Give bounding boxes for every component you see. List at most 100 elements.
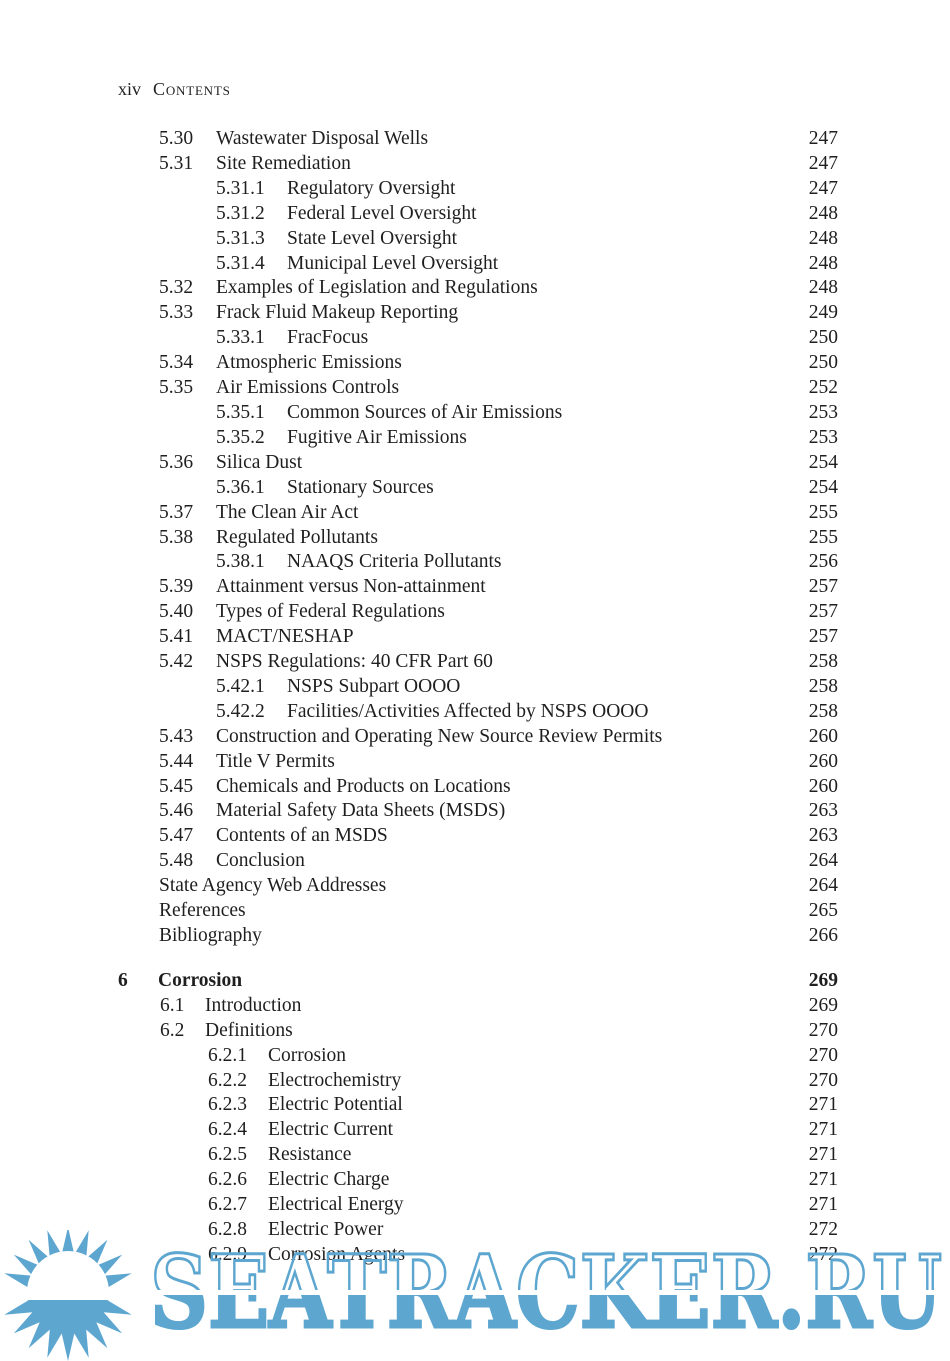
toc-entry-page: 257 — [808, 601, 838, 623]
toc-entry-title: Stationary Sources — [287, 476, 434, 498]
toc-entry-page: 255 — [808, 526, 838, 548]
toc-entry-number: 6.2.5 — [208, 1144, 247, 1166]
toc-entry-title: Attainment versus Non-attainment — [216, 576, 486, 598]
running-header-title: Contents — [153, 79, 231, 99]
toc-entry-number: 5.43 — [159, 725, 194, 747]
toc-entry-page: 271 — [808, 1194, 838, 1216]
toc-entry-title: Conclusion — [216, 850, 305, 872]
toc-row: 5.31.3 State Level Oversight 248 — [118, 227, 838, 252]
toc-entry-title: Federal Level Oversight — [287, 202, 477, 224]
toc-row: 5.46 Material Safety Data Sheets (MSDS) … — [118, 799, 838, 824]
toc-row: 5.34 Atmospheric Emissions 250 — [118, 351, 838, 376]
toc-row: 5.48 Conclusion 264 — [118, 849, 838, 874]
toc-entry-number: 5.31.2 — [216, 202, 265, 224]
toc-entry-page: 272 — [808, 1218, 838, 1240]
toc-entry-title: Introduction — [205, 994, 302, 1016]
toc-entry-page: 272 — [808, 1243, 838, 1265]
sun-dome-shape — [27, 1251, 109, 1292]
toc-entry-number: 5.42.2 — [216, 700, 265, 722]
toc-row: 5.38 Regulated Pollutants 255 — [118, 526, 838, 551]
toc-row: 5.43 Construction and Operating New Sour… — [118, 725, 838, 750]
toc-entry-number: 5.36 — [159, 451, 194, 473]
toc-row: 5.31.1 Regulatory Oversight 247 — [118, 177, 838, 202]
toc-entry-page: 258 — [808, 700, 838, 722]
sun-split-band — [0, 1288, 148, 1300]
toc-entry-page: 266 — [808, 925, 838, 946]
toc-row: 6.1 Introduction 269 — [118, 994, 838, 1019]
toc-entry-title: Electrical Energy — [268, 1194, 404, 1216]
toc-row: 6.2.3 Electric Potential 271 — [118, 1093, 838, 1118]
folio-page-number: xiv — [118, 79, 142, 99]
toc-entry-title: Atmospheric Emissions — [216, 352, 402, 374]
toc-entry-number: 6.1 — [160, 994, 185, 1016]
toc-entry-title: NSPS Regulations: 40 CFR Part 60 — [216, 651, 493, 673]
toc-entry-title: Electric Current — [268, 1119, 394, 1141]
toc-entry-title: Title V Permits — [216, 750, 335, 772]
toc-row: 6.2.9 Corrosion Agents 272 — [118, 1243, 838, 1268]
toc-entry-page: 270 — [808, 1069, 838, 1091]
toc-entry-title: Electric Power — [268, 1218, 384, 1240]
toc-entry-title: Types of Federal Regulations — [216, 601, 445, 623]
toc-entry-page: 248 — [808, 252, 838, 274]
toc-entry-number: 6.2.2 — [208, 1069, 247, 1091]
toc-entry-page: 257 — [808, 626, 838, 648]
toc-entry-number: 5.41 — [159, 626, 194, 648]
toc-entry-title: Site Remediation — [216, 152, 351, 174]
toc-entry-number: 6.2.3 — [208, 1094, 247, 1116]
toc-entry-page: 258 — [808, 675, 838, 697]
toc-entry-title: Corrosion Agents — [268, 1243, 406, 1265]
toc-entry-title: State Level Oversight — [287, 227, 458, 249]
toc-entry-number: 5.32 — [159, 277, 194, 299]
toc-entry-number: 5.31 — [159, 152, 194, 174]
toc-row: 5.40 Types of Federal Regulations 257 — [118, 600, 838, 625]
toc-row: 5.31.4 Municipal Level Oversight 248 — [118, 252, 838, 277]
toc-entry-number: 5.45 — [159, 775, 194, 797]
toc-entry-number: 6.2 — [160, 1019, 185, 1041]
toc-entry-number: 6.2.8 — [208, 1218, 247, 1240]
toc-entry-number: 5.31.4 — [216, 252, 265, 274]
toc-entry-number: 5.37 — [159, 501, 194, 523]
toc-entry-page: 250 — [808, 352, 838, 374]
toc-row: 6.2 Definitions 270 — [118, 1019, 838, 1044]
toc-entry-title: Electric Potential — [268, 1094, 403, 1116]
toc-entry-page: 271 — [808, 1094, 838, 1116]
toc-entry-page: 263 — [808, 825, 838, 847]
toc-entry-page: 254 — [808, 476, 838, 498]
toc-entry-page: 271 — [808, 1144, 838, 1166]
toc-entry-number: 5.33 — [159, 302, 194, 324]
toc-row: 6.2.6 Electric Charge 271 — [118, 1168, 838, 1193]
toc-entry-number: 6.2.7 — [208, 1194, 247, 1216]
toc-entry-number: 5.36.1 — [216, 476, 265, 498]
toc-row: 5.41 MACT/NESHAP 257 — [118, 625, 838, 650]
toc-entry-page: 247 — [808, 128, 838, 149]
toc-entry-title: Frack Fluid Makeup Reporting — [216, 302, 459, 324]
toc-row: 6.2.7 Electrical Energy 271 — [118, 1193, 838, 1218]
toc-entry-title: Regulatory Oversight — [287, 177, 456, 199]
toc-row: 5.36.1 Stationary Sources 254 — [118, 476, 838, 501]
toc-entry-number: 5.35 — [159, 377, 194, 399]
toc-entry-title: Resistance — [268, 1144, 352, 1166]
watermark-split-band — [148, 1290, 950, 1295]
toc-entry-number: 5.31.1 — [216, 177, 265, 199]
toc-entry-title: Definitions — [205, 1019, 293, 1041]
toc-entry-page: 260 — [808, 725, 838, 747]
toc-entry-page: 253 — [808, 401, 838, 423]
toc-entry-number: 5.42 — [159, 651, 194, 673]
page-header: xiv Contents — [118, 79, 231, 100]
sun-rays-icon — [1, 1230, 135, 1361]
toc-entry-title: NAAQS Criteria Pollutants — [287, 551, 502, 573]
toc-entry-page: 271 — [808, 1169, 838, 1191]
toc-entry-number: 5.46 — [159, 800, 194, 822]
toc-entry-number: 6.2.9 — [208, 1243, 247, 1265]
toc-entry-number: 5.48 — [159, 850, 194, 872]
toc-row: 5.45 Chemicals and Products on Locations… — [118, 775, 838, 800]
toc-row: 5.31.2 Federal Level Oversight 248 — [118, 202, 838, 227]
toc-entry-number: 5.35.2 — [216, 426, 265, 448]
toc-entry-page: 253 — [808, 426, 838, 448]
toc-entry-page: 270 — [808, 1019, 838, 1041]
toc-entry-number: 5.31.3 — [216, 227, 265, 249]
toc-entry-title: Chemicals and Products on Locations — [216, 775, 511, 797]
toc-entry-title: Municipal Level Oversight — [287, 252, 499, 274]
toc-entry-title: Material Safety Data Sheets (MSDS) — [216, 800, 506, 822]
toc-entry-title: Facilities/Activities Affected by NSPS O… — [287, 700, 649, 722]
